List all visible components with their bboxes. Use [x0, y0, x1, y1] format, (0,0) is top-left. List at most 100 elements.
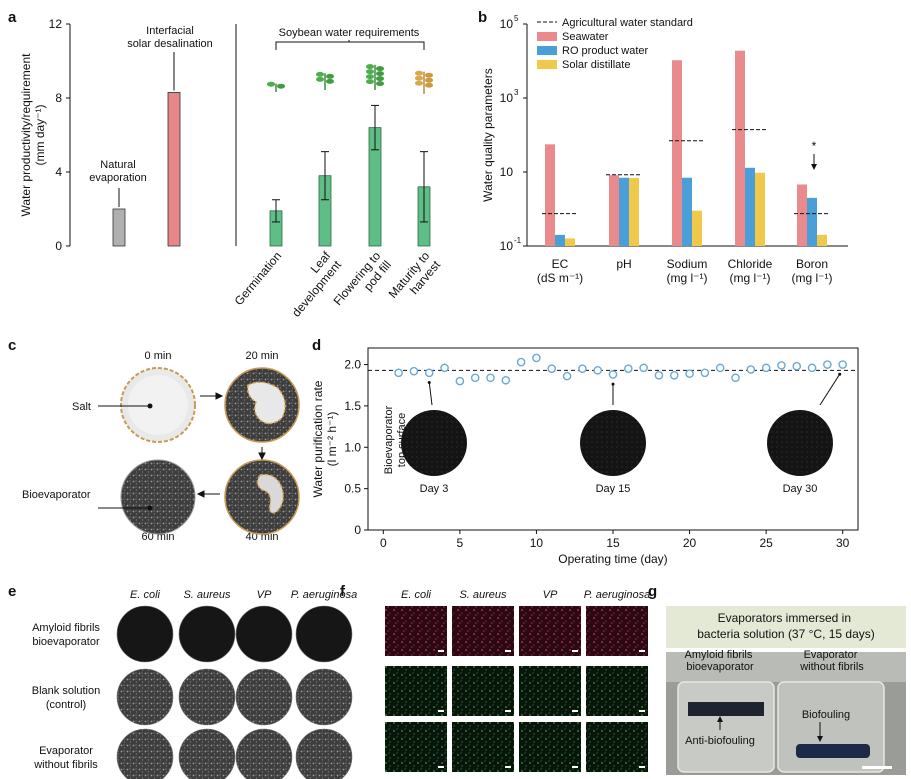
panel-b-bar: [807, 197, 817, 246]
panel-a-stage-label: Maturity toharvest: [386, 248, 444, 309]
panel-d-point: [532, 353, 541, 363]
panel-d-xtick-label: 0: [380, 536, 387, 550]
panel-d-point: [669, 370, 679, 380]
panel-a-stage-label: Germination: [232, 249, 285, 308]
panel-g-letter: g: [648, 583, 657, 600]
legend-swatch: [537, 60, 557, 69]
panel-f-column-label: E. coli: [401, 589, 432, 601]
panel-d-ytick-label: 0: [354, 523, 361, 537]
panel-e-images: E. coli S. aureus VP P. aeruginosa Amyloid f…: [32, 589, 357, 779]
panel-e-petri-dish: [116, 605, 174, 663]
panel-b-bar: [745, 167, 755, 246]
panel-d-point: [424, 368, 434, 378]
panel-d-point: [823, 360, 832, 369]
panel-b-ytick-label: 10: [500, 17, 514, 31]
panel-e-petri-dish: [178, 668, 236, 726]
panel-b-bar: [565, 238, 575, 246]
panel-b-category-label: EC (dS m⁻¹): [537, 257, 583, 285]
fouled-evaporator: [796, 744, 870, 758]
panel-d-point: [593, 366, 602, 375]
panel-b-ytick-exp: 5: [514, 14, 519, 23]
panel-f-images: E. coli S. aureus VP P. aeruginosa: [385, 589, 650, 772]
panel-d-point: [715, 363, 725, 373]
panel-b-bar: [755, 172, 765, 246]
disc-40min: [224, 459, 300, 535]
panel-d-point: [409, 366, 419, 376]
panel-d-point: [777, 361, 786, 370]
panel-b-bar: [682, 177, 692, 246]
panel-d-point: [578, 364, 587, 373]
panel-b-ylabel: Water quality parameters: [481, 68, 495, 202]
panel-a-bracket: [275, 41, 425, 50]
panel-d-point: [547, 364, 557, 373]
panel-e-row-label: Evaporator without fibrils: [33, 745, 98, 771]
panel-e-column-label: VP: [257, 589, 272, 601]
panel-e-column-label: P. aeruginosa: [291, 589, 357, 601]
panel-e-petri-dish: [116, 728, 174, 779]
beaker-left: [677, 681, 775, 773]
panel-f-micrograph: [452, 606, 514, 656]
panel-d-point: [624, 364, 633, 373]
panel-d-xtick-label: 5: [457, 536, 464, 550]
panel-d-point: [486, 373, 495, 383]
panel-d-point: [807, 363, 817, 373]
panel-b-ytick-exp: 3: [514, 88, 519, 97]
panel-e-petri-dish: [116, 668, 174, 726]
panel-b-bar: [797, 184, 807, 246]
panel-f-micrograph: [385, 666, 447, 716]
panel-a-ytick-label: 12: [49, 17, 63, 31]
panel-f-scale-bar: [639, 650, 645, 652]
panel-d-letter: d: [312, 337, 321, 354]
panel-b-bar: [619, 177, 629, 246]
panel-g-title: Evaporators immersed in bacteria solutio…: [697, 611, 875, 641]
panel-f-scale-bar: [572, 766, 578, 768]
panel-d-xtick-label: 20: [683, 536, 697, 550]
panel-d-xtick-label: 10: [530, 536, 544, 550]
panel-a-ytick-label: 0: [55, 239, 62, 253]
panel-d-point: [516, 357, 526, 367]
panel-f-scale-bar: [572, 650, 578, 652]
panel-f-scale-bar: [505, 710, 511, 712]
time-20: 20 min: [245, 350, 278, 362]
panel-a-ytick-label: 8: [55, 91, 62, 105]
panel-f-micrograph: [385, 722, 447, 772]
panel-a-letter: a: [8, 9, 17, 26]
panel-f-scale-bar: [438, 650, 444, 652]
panel-e-letter: e: [8, 583, 16, 600]
panel-d-point: [761, 363, 771, 373]
scale-bar: [862, 766, 892, 769]
panel-c-images: 0 min 20 min 40 min 60 min Salt Bioevapo…: [22, 350, 300, 543]
panel-f-scale-bar: [639, 766, 645, 768]
disc-60min: [120, 459, 196, 535]
panel-d-point: [608, 370, 618, 379]
panel-g-photo: Evaporators immersed in bacteria solutio…: [666, 606, 906, 775]
panel-f-micrograph: [586, 666, 648, 716]
panel-d-point: [792, 361, 802, 371]
panel-e-row-label: Blank solution (control): [32, 685, 101, 711]
panel-d-ytick-label: 2.0: [344, 358, 361, 372]
biofouling-label: Biofouling: [802, 709, 850, 721]
panel-a-stage-label: Flowering topod fill: [331, 249, 395, 317]
panel-d-inset-arrow: [819, 373, 841, 406]
panel-d-inset-arrowhead: [611, 382, 615, 386]
time-40: 40 min: [245, 531, 278, 543]
panel-f-scale-bar: [505, 766, 511, 768]
panel-e-petri-dish: [178, 728, 236, 779]
panel-d-point: [654, 370, 664, 380]
right-label: Evaporator without fibrils: [799, 649, 864, 673]
panel-f-micrograph: [519, 606, 581, 656]
panel-d-xlabel: Operating time (day): [558, 552, 667, 566]
panel-a-bar: [167, 92, 181, 247]
panel-e-petri-dish: [295, 605, 353, 663]
fibril-evaporator: [688, 702, 764, 716]
panel-d-point: [501, 375, 511, 385]
panel-f-column-label: P. aeruginosa: [584, 589, 650, 601]
panel-e-petri-dish: [235, 605, 293, 663]
panel-b-annotation-arrowhead: [811, 164, 817, 170]
panel-b-bar: [672, 60, 682, 246]
panel-d-ylabel: Water purification rate(l m⁻² h⁻¹): [311, 380, 339, 497]
panel-f-micrograph: [586, 722, 648, 772]
panel-d-point: [639, 363, 648, 373]
panel-f-micrograph: [519, 722, 581, 772]
panel-a-group-label: Soybean water requirements: [279, 27, 420, 39]
